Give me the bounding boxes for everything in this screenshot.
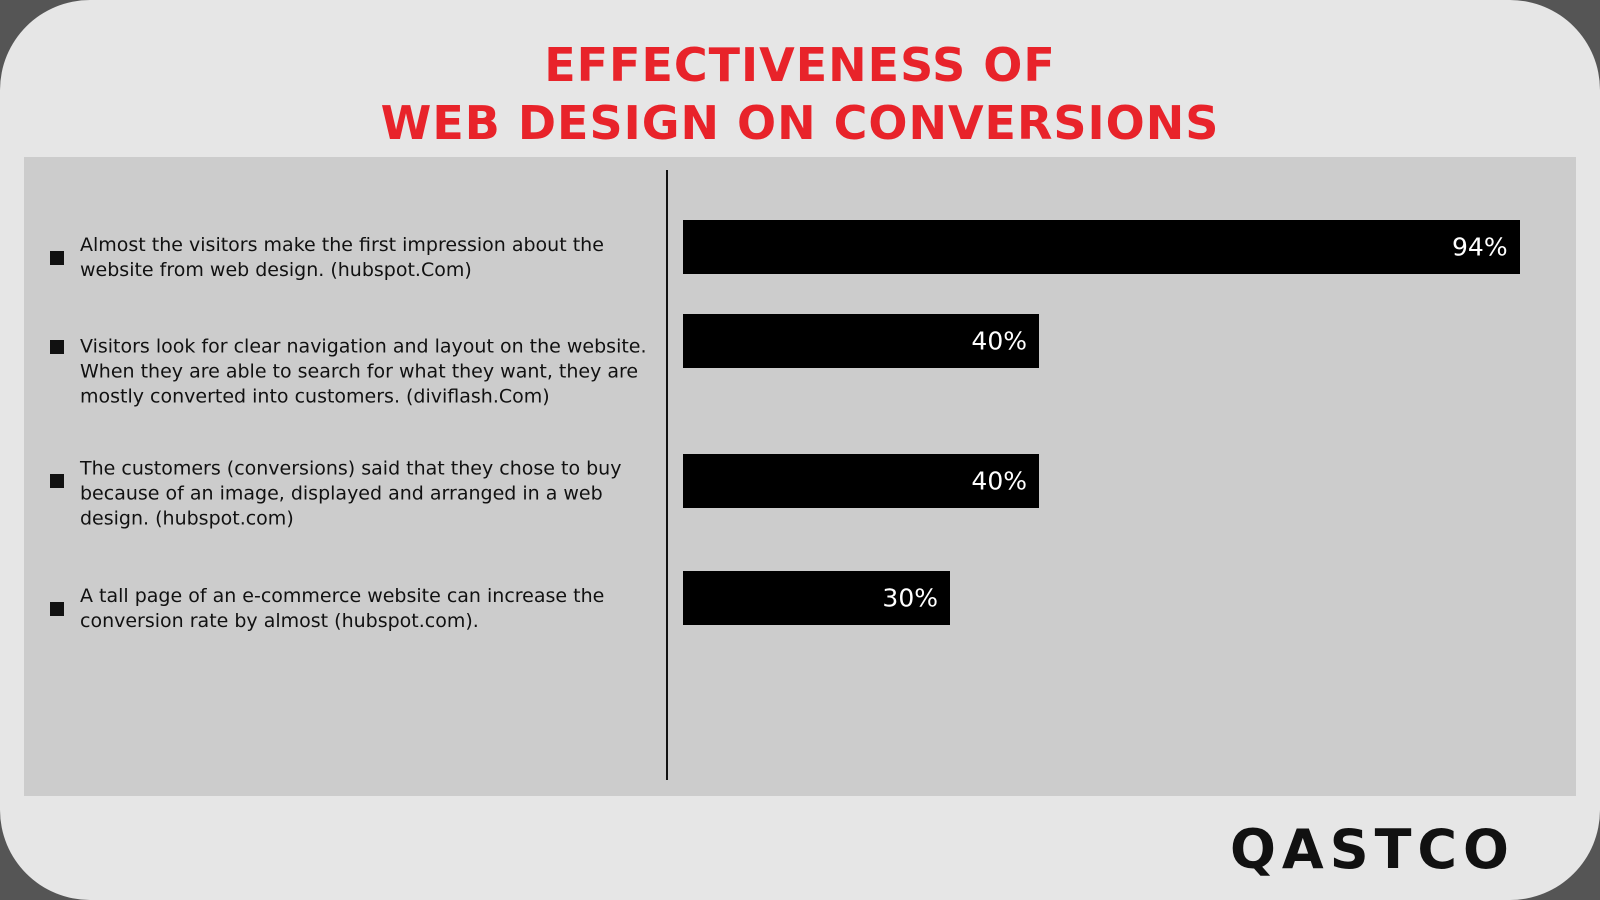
category-label: The customers (conversions) said that th… [80,457,622,530]
chart-title: EFFECTIVENESS OF [544,38,1056,92]
bar [683,220,1520,274]
bullet [50,601,64,616]
logo: QASTCO [1230,818,1515,881]
bar [683,571,950,625]
value-label: 40% [971,326,1027,356]
bar [683,454,1039,508]
chart-title: WEB DESIGN ON CONVERSIONS [380,96,1220,150]
chart-panel: Almost the visitors make the first impre… [24,157,1576,796]
bullet [50,250,64,265]
axis-line [666,170,668,780]
bullet [50,474,64,488]
category-label: Almost the visitors make the first impre… [80,234,604,281]
value-label: 94% [1452,232,1508,262]
category-label: Visitors look for clear navigation and l… [80,335,647,408]
bullet [50,339,64,354]
value-label: 30% [882,583,938,613]
category-label: A tall page of an e-commerce website can… [80,585,605,632]
value-label: 40% [971,466,1027,496]
bar [683,314,1039,368]
